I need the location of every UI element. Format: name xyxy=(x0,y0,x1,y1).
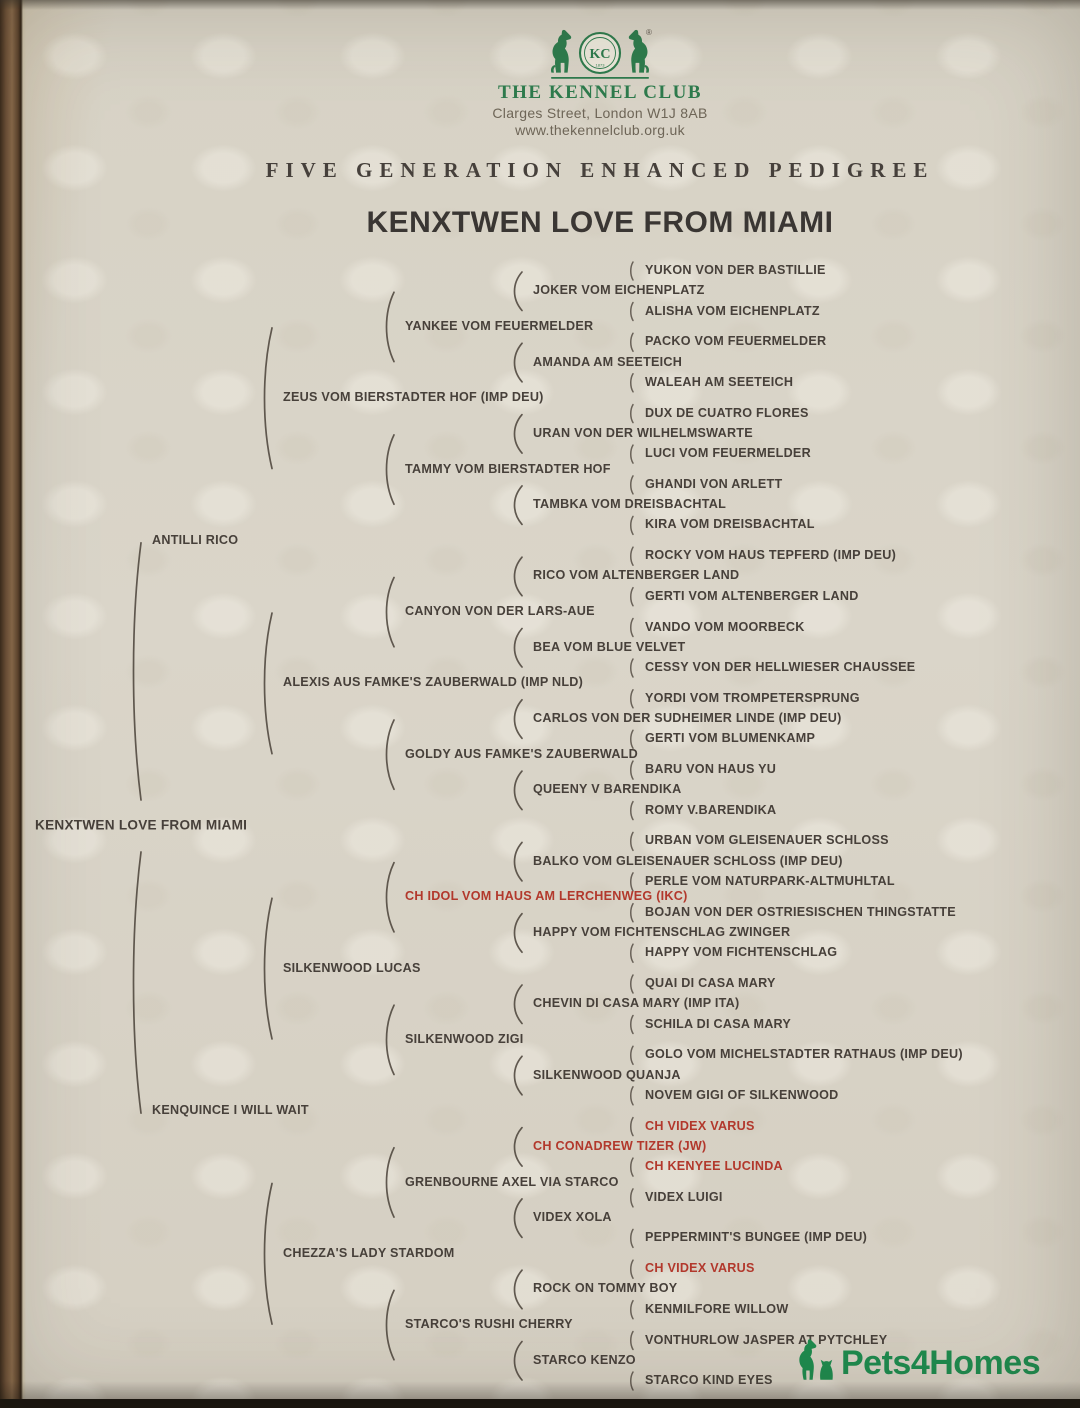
pets4homes-label: Pets4Homes xyxy=(841,1344,1041,1382)
document-title: FIVE GENERATION ENHANCED PEDIGREE xyxy=(265,158,935,182)
photo-bottom-shadow xyxy=(0,1381,1080,1399)
pedigree-node: KENXTWEN LOVE FROM MIAMI xyxy=(35,817,248,833)
pedigree-node: YUKON VON DER BASTILLIE xyxy=(645,263,826,278)
pedigree-node: SILKENWOOD ZIGI xyxy=(405,1031,524,1046)
pedigree-node: ALEXIS AUS FAMKE'S ZAUBERWALD (IMP NLD) xyxy=(283,675,584,690)
pedigree-node: KENMILFORE WILLOW xyxy=(645,1301,789,1316)
pedigree-node: CARLOS VON DER SUDHEIMER LINDE (IMP DEU) xyxy=(533,711,842,726)
photo-frame-left-edge xyxy=(0,0,26,1408)
pedigree-node: PACKO VOM FEUERMELDER xyxy=(645,334,827,349)
pedigree-node: ROMY V.BARENDIKA xyxy=(645,802,777,817)
pedigree-node: QUAI DI CASA MARY xyxy=(645,976,776,991)
pedigree-node: BALKO VOM GLEISENAUER SCHLOSS (IMP DEU) xyxy=(533,853,843,868)
pedigree-node-champion: CH CONADREW TIZER (JW) xyxy=(533,1138,707,1153)
pedigree-node: NOVEM GIGI OF SILKENWOOD xyxy=(645,1087,839,1102)
pedigree-node: STARCO KENZO xyxy=(533,1352,636,1367)
pedigree-node: WALEAH AM SEETEICH xyxy=(645,374,794,389)
pedigree-node: RICO VOM ALTENBERGER LAND xyxy=(533,568,740,583)
pedigree-node: SCHILA DI CASA MARY xyxy=(645,1016,792,1031)
pedigree-node: TAMMY VOM BIERSTADTER HOF xyxy=(405,461,611,476)
pedigree-node: CHEVIN DI CASA MARY (IMP ITA) xyxy=(533,996,740,1011)
pedigree-node: BARU VON HAUS YU xyxy=(645,762,777,777)
kc-emblem-icon: KC 1873 xyxy=(578,31,622,75)
pedigree-node: ROCK ON TOMMY BOY xyxy=(533,1281,678,1296)
pedigree-node-champion: CH IDOL VOM HAUS AM LERCHENWEG (IKC) xyxy=(405,889,688,904)
pedigree-node: CESSY VON DER HELLWIESER CHAUSSEE xyxy=(645,660,916,675)
left-dog-icon xyxy=(550,29,572,73)
pedigree-node: SILKENWOOD QUANJA xyxy=(533,1067,681,1082)
pedigree-node: STARCO KIND EYES xyxy=(645,1374,773,1387)
pedigree-node: YANKEE VOM FEUERMELDER xyxy=(405,318,594,333)
pedigree-node-champion: CH VIDEX VARUS xyxy=(645,1118,755,1133)
pedigree-node: HAPPY VOM FICHTENSCHLAG ZWINGER xyxy=(533,925,791,940)
pedigree-node: CHEZZA'S LADY STARDOM xyxy=(283,1245,455,1260)
pedigree-node: PEPPERMINT'S BUNGEE (IMP DEU) xyxy=(645,1230,868,1245)
pedigree-node: KENQUINCE I WILL WAIT xyxy=(152,1103,309,1118)
pedigree-node: BEA VOM BLUE VELVET xyxy=(533,639,686,654)
kennel-club-logo-icon: KC 1873 ® xyxy=(550,28,652,79)
pedigree-node: TAMBKA VOM DREISBACHTAL xyxy=(533,497,727,512)
pedigree-node: VONTHURLOW JASPER AT PYTCHLEY xyxy=(645,1332,888,1347)
pedigree-node: PERLE VOM NATURPARK-ALTMUHLTAL xyxy=(645,873,895,888)
pets4homes-dog-cat-icon xyxy=(799,1339,833,1380)
pedigree-node: GERTI VOM ALTENBERGER LAND xyxy=(645,588,859,603)
pedigree-node: GOLDY AUS FAMKE'S ZAUBERWALD xyxy=(405,746,638,761)
photo-top-shadow xyxy=(0,0,1080,10)
brand-address: Clarges Street, London W1J 8AB xyxy=(492,105,708,121)
pedigree-node: GRENBOURNE AXEL VIA STARCO xyxy=(405,1174,619,1189)
registered-mark: ® xyxy=(646,28,652,37)
pedigree-node-champion: CH KENYEE LUCINDA xyxy=(645,1159,783,1174)
pedigree-node: ALISHA VOM EICHENPLATZ xyxy=(645,303,820,318)
pedigree-node: SILKENWOOD LUCAS xyxy=(283,960,421,975)
right-dog-icon xyxy=(628,29,650,73)
pedigree-node: GOLO VOM MICHELSTADTER RATHAUS (IMP DEU) xyxy=(645,1047,963,1062)
pedigree-node: KIRA VOM DREISBACHTAL xyxy=(645,517,815,532)
brand-website: www.thekennelclub.org.uk xyxy=(515,122,685,138)
pedigree-node: ROCKY VOM HAUS TEPFERD (IMP DEU) xyxy=(645,548,897,563)
pedigree-node: ANTILLI RICO xyxy=(152,532,239,547)
pets4homes-watermark: Pets4Homes xyxy=(795,1336,1041,1384)
pedigree-node: DUX DE CUATRO FLORES xyxy=(645,405,809,420)
pedigree-node: QUEENY V BARENDIKA xyxy=(533,782,682,797)
pedigree-node: GERTI VOM BLUMENKAMP xyxy=(645,731,816,746)
pedigree-node: URBAN VOM GLEISENAUER SCHLOSS xyxy=(645,833,889,848)
pedigree-node: VIDEX XOLA xyxy=(533,1210,612,1225)
pedigree-node: AMANDA AM SEETEICH xyxy=(533,354,683,369)
pedigree-node: CANYON VON DER LARS-AUE xyxy=(405,604,595,619)
pedigree-subject-name: KENXTWEN LOVE FROM MIAMI xyxy=(366,206,834,239)
photo-frame-bottom-edge xyxy=(0,1399,1080,1408)
pedigree-node-champion: CH VIDEX VARUS xyxy=(645,1261,755,1276)
pedigree-node: LUCI VOM FEUERMELDER xyxy=(645,446,811,461)
pedigree-node: GHANDI VON ARLETT xyxy=(645,476,783,491)
pedigree-node: BOJAN VON DER OSTRIESISCHEN THINGSTATTE xyxy=(645,904,956,919)
pedigree-node: HAPPY VOM FICHTENSCHLAG xyxy=(645,945,838,960)
brand-title: THE KENNEL CLUB xyxy=(497,82,703,103)
logo-baseline xyxy=(551,77,649,79)
pedigree-node: ZEUS VOM BIERSTADTER HOF (IMP DEU) xyxy=(283,390,544,405)
pedigree-node: VIDEX LUIGI xyxy=(645,1189,723,1204)
pedigree-node: URAN VON DER WILHELMSWARTE xyxy=(533,425,753,440)
pedigree-node: STARCO'S RUSHI CHERRY xyxy=(405,1317,573,1332)
kc-year: 1873 xyxy=(596,63,606,68)
pedigree-node: JOKER VOM EICHENPLATZ xyxy=(533,283,705,298)
pedigree-node: YORDI VOM TROMPETERSPRUNG xyxy=(645,690,860,705)
pedigree-node: VANDO VOM MOORBECK xyxy=(645,619,805,634)
kc-monogram: KC xyxy=(590,47,611,62)
